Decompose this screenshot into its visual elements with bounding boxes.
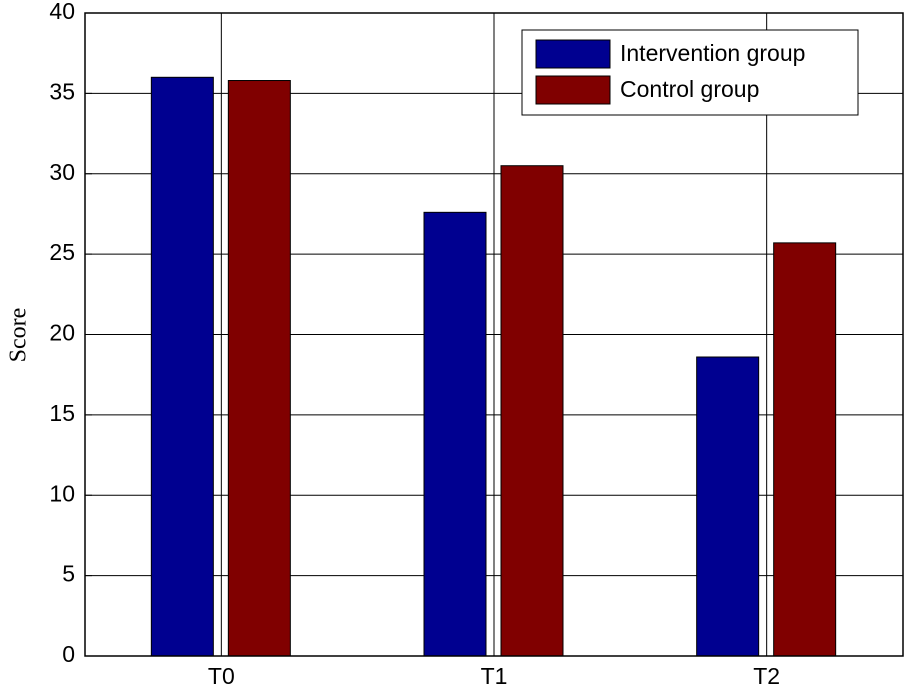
y-tick-label: 5 xyxy=(62,561,75,587)
y-tick-label: 10 xyxy=(49,480,75,506)
legend-swatch xyxy=(535,39,611,69)
bar xyxy=(423,211,487,657)
y-tick-label: 20 xyxy=(49,320,75,346)
y-tick-label: 15 xyxy=(49,400,75,426)
plot-frame xyxy=(84,12,904,657)
x-tick-label: T1 xyxy=(481,663,508,689)
bar xyxy=(500,165,564,657)
bar xyxy=(227,80,291,657)
legend-label: Intervention group xyxy=(620,40,805,66)
y-tick-label: 25 xyxy=(49,239,75,265)
x-tick-label: T2 xyxy=(753,663,780,689)
bar xyxy=(773,242,837,657)
legend-swatch xyxy=(535,75,611,105)
y-axis-label: Score xyxy=(6,308,32,363)
bar xyxy=(150,76,214,657)
y-tick-label: 30 xyxy=(49,159,75,185)
legend-label: Control group xyxy=(620,76,759,102)
y-tick-label: 35 xyxy=(49,78,75,104)
x-tick-label: T0 xyxy=(208,663,235,689)
bar xyxy=(696,356,760,657)
y-tick-label: 40 xyxy=(49,0,75,24)
y-tick-label: 0 xyxy=(62,641,75,667)
